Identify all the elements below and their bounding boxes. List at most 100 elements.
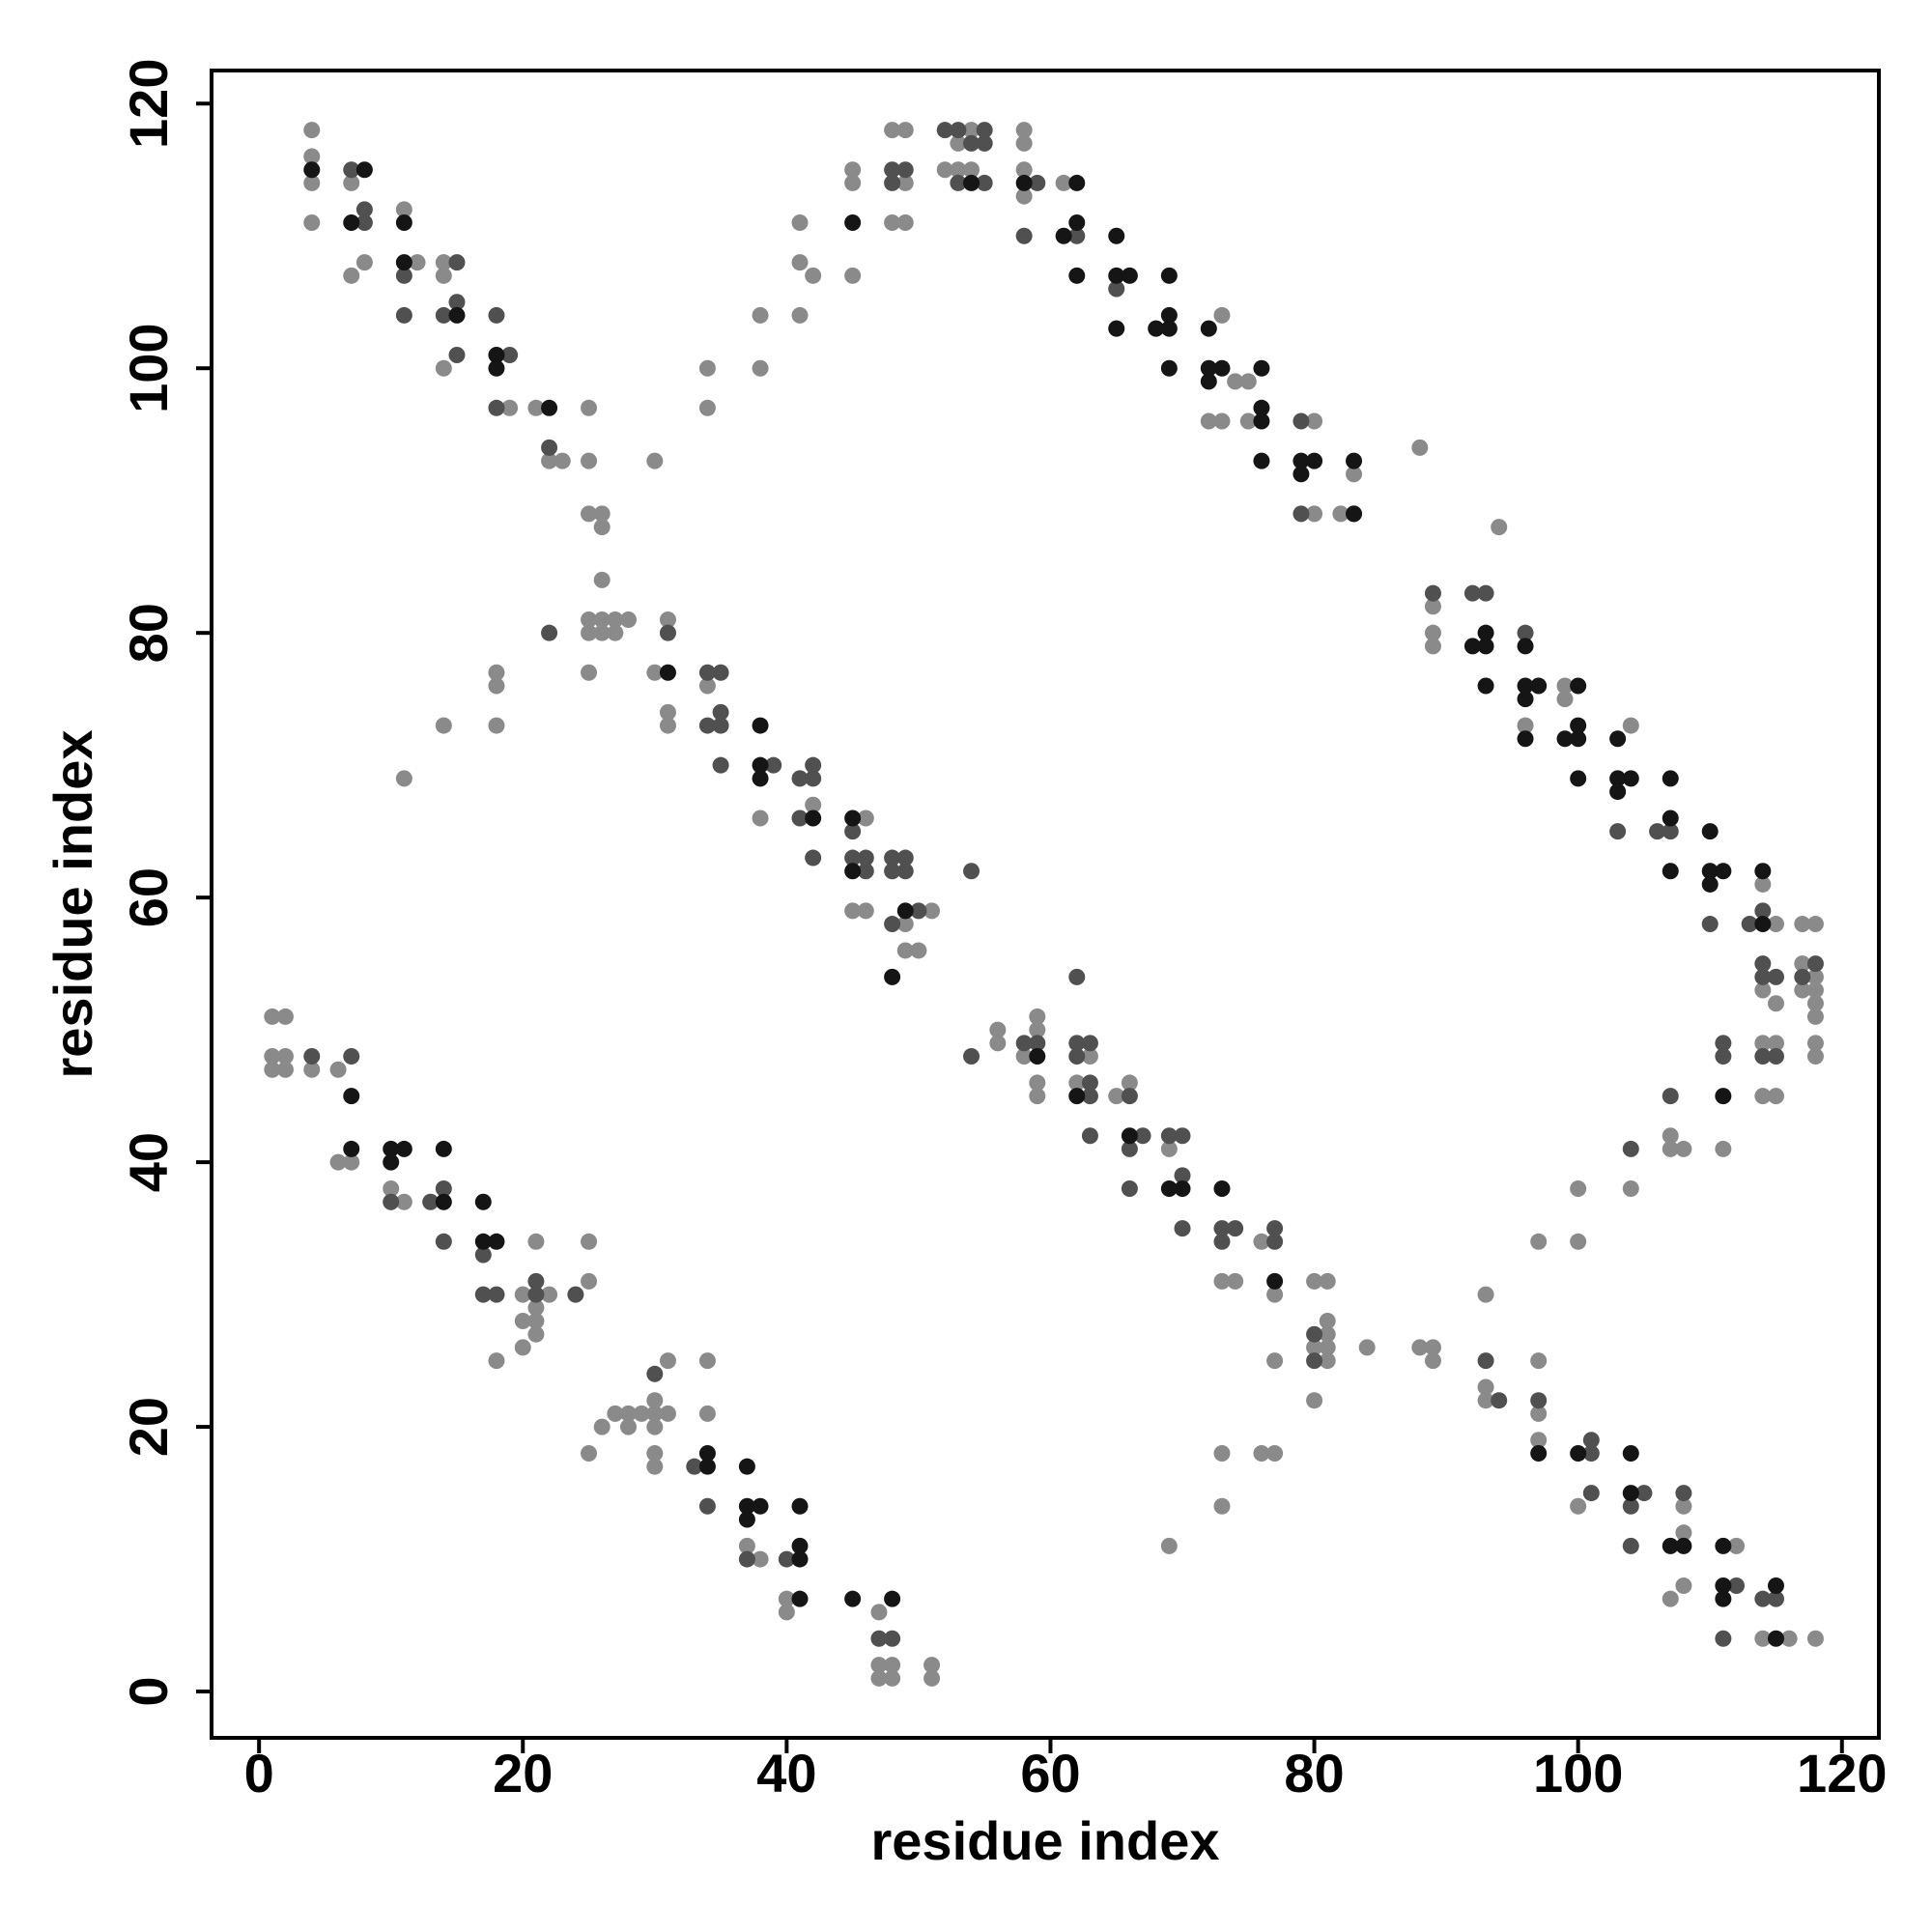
scatter-point bbox=[383, 1153, 400, 1171]
scatter-point bbox=[1794, 916, 1811, 933]
scatter-point bbox=[1806, 995, 1824, 1012]
scatter-point bbox=[896, 174, 914, 191]
scatter-point bbox=[1319, 1313, 1336, 1329]
scatter-point bbox=[963, 1048, 980, 1065]
scatter-point bbox=[383, 1180, 400, 1198]
scatter-point bbox=[963, 161, 980, 179]
scatter-point bbox=[1306, 1392, 1323, 1409]
scatter-point bbox=[896, 849, 914, 867]
scatter-point bbox=[1266, 1272, 1284, 1290]
scatter-point bbox=[1266, 1286, 1284, 1303]
scatter-point bbox=[1754, 955, 1772, 973]
scatter-point bbox=[1108, 267, 1125, 284]
scatter-point bbox=[950, 174, 967, 191]
scatter-point bbox=[1806, 916, 1824, 933]
scatter-point bbox=[1806, 981, 1824, 999]
scatter-point bbox=[1068, 1074, 1086, 1092]
scatter-point bbox=[1675, 1577, 1692, 1594]
scatter-point bbox=[1530, 1392, 1548, 1409]
scatter-point bbox=[752, 770, 769, 787]
scatter-point bbox=[1675, 1497, 1692, 1515]
scatter-point bbox=[844, 902, 862, 920]
scatter-point bbox=[1556, 691, 1574, 708]
scatter-point bbox=[1675, 1537, 1692, 1554]
scatter-point bbox=[1675, 1524, 1692, 1542]
scatter-point bbox=[686, 1458, 703, 1475]
scatter-point bbox=[778, 1604, 795, 1621]
scatter-point bbox=[435, 1233, 452, 1250]
scatter-point bbox=[1081, 1048, 1098, 1065]
scatter-point bbox=[1346, 452, 1363, 469]
scatter-point bbox=[303, 161, 321, 179]
scatter-point bbox=[395, 254, 412, 271]
scatter-point bbox=[593, 624, 611, 641]
scatter-point bbox=[1319, 1272, 1336, 1290]
scatter-point bbox=[1174, 1220, 1191, 1237]
scatter-point bbox=[1517, 717, 1534, 734]
scatter-point bbox=[514, 1286, 531, 1303]
scatter-point bbox=[698, 399, 716, 416]
scatter-point bbox=[1570, 1233, 1587, 1250]
scatter-point bbox=[1662, 1537, 1679, 1554]
scatter-point bbox=[646, 1405, 664, 1422]
scatter-point bbox=[527, 1286, 545, 1303]
scatter-point bbox=[581, 1272, 598, 1290]
scatter-point bbox=[448, 294, 466, 311]
scatter-point bbox=[1213, 1180, 1231, 1198]
scatter-point bbox=[1015, 161, 1033, 179]
scatter-point bbox=[1253, 1233, 1270, 1250]
scatter-point bbox=[1530, 677, 1548, 695]
scatter-point bbox=[527, 1299, 545, 1317]
scatter-point bbox=[514, 1339, 531, 1356]
scatter-point bbox=[1160, 359, 1178, 377]
scatter-point bbox=[1108, 227, 1125, 244]
scatter-point bbox=[712, 664, 729, 681]
x-tick-label: 100 bbox=[1533, 1743, 1623, 1804]
scatter-point bbox=[1015, 227, 1033, 244]
scatter-point bbox=[1701, 823, 1719, 840]
x-tick-label: 60 bbox=[1020, 1743, 1080, 1804]
scatter-point bbox=[936, 161, 953, 179]
scatter-point bbox=[1662, 1127, 1679, 1145]
scatter-point bbox=[1662, 823, 1679, 840]
scatter-point bbox=[1530, 1352, 1548, 1370]
y-tick-label: 20 bbox=[118, 1397, 179, 1457]
x-tick-label: 40 bbox=[756, 1743, 816, 1804]
scatter-point bbox=[1701, 916, 1719, 933]
scatter-point bbox=[435, 1193, 452, 1210]
scatter-point bbox=[1306, 1352, 1323, 1370]
scatter-point bbox=[1767, 995, 1784, 1012]
scatter-point bbox=[488, 1352, 505, 1370]
scatter-point bbox=[1741, 916, 1758, 933]
scatter-point bbox=[1517, 691, 1534, 708]
scatter-point bbox=[395, 770, 412, 787]
scatter-point bbox=[1780, 1630, 1798, 1647]
scatter-point bbox=[1358, 1339, 1376, 1356]
scatter-point bbox=[435, 254, 452, 271]
scatter-point bbox=[1477, 1392, 1494, 1409]
scatter-point bbox=[646, 1418, 664, 1435]
scatter-point bbox=[1029, 1021, 1046, 1038]
scatter-point bbox=[1767, 1630, 1784, 1647]
scatter-point bbox=[607, 611, 624, 628]
scatter-point bbox=[884, 1590, 901, 1607]
scatter-point bbox=[395, 214, 412, 232]
scatter-point bbox=[1015, 134, 1033, 152]
scatter-point bbox=[581, 664, 598, 681]
scatter-point bbox=[884, 1657, 901, 1674]
scatter-point bbox=[1121, 1088, 1138, 1105]
scatter-point bbox=[1491, 1392, 1508, 1409]
scatter-point bbox=[541, 624, 558, 641]
scatter-point bbox=[1530, 1444, 1548, 1462]
scatter-point bbox=[1715, 1035, 1732, 1052]
scatter-point bbox=[646, 1365, 664, 1382]
scatter-point bbox=[1517, 677, 1534, 695]
scatter-point bbox=[1477, 677, 1494, 695]
scatter-point bbox=[1609, 730, 1627, 748]
scatter-point bbox=[1675, 1140, 1692, 1157]
scatter-point bbox=[844, 823, 862, 840]
scatter-point bbox=[343, 1048, 360, 1065]
scatter-point bbox=[435, 1140, 452, 1157]
scatter-point bbox=[355, 254, 373, 271]
scatter-point bbox=[593, 611, 611, 628]
